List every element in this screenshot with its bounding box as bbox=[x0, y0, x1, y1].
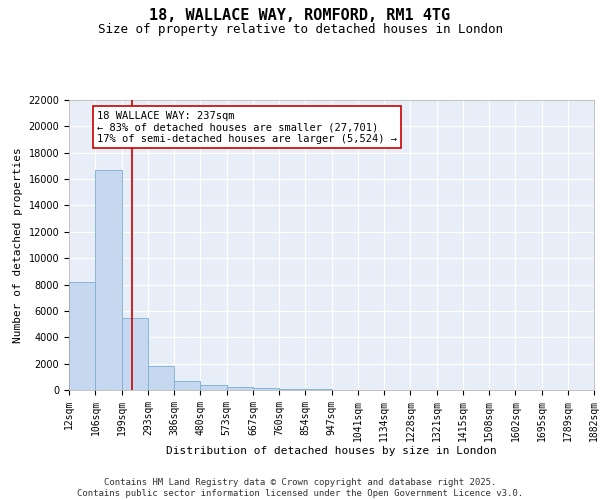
Bar bbox=[148, 366, 174, 390]
Bar bbox=[174, 381, 200, 390]
Bar bbox=[279, 388, 305, 390]
Y-axis label: Number of detached properties: Number of detached properties bbox=[13, 147, 23, 343]
Text: Contains HM Land Registry data © Crown copyright and database right 2025.
Contai: Contains HM Land Registry data © Crown c… bbox=[77, 478, 523, 498]
Bar bbox=[253, 388, 279, 390]
Bar bbox=[95, 170, 121, 390]
Text: 18, WALLACE WAY, ROMFORD, RM1 4TG: 18, WALLACE WAY, ROMFORD, RM1 4TG bbox=[149, 8, 451, 22]
X-axis label: Distribution of detached houses by size in London: Distribution of detached houses by size … bbox=[166, 446, 497, 456]
Bar bbox=[200, 384, 227, 390]
Bar bbox=[69, 282, 95, 390]
Text: 18 WALLACE WAY: 237sqm
← 83% of detached houses are smaller (27,701)
17% of semi: 18 WALLACE WAY: 237sqm ← 83% of detached… bbox=[97, 110, 397, 144]
Text: Size of property relative to detached houses in London: Size of property relative to detached ho… bbox=[97, 22, 503, 36]
Bar bbox=[121, 318, 148, 390]
Bar bbox=[227, 388, 253, 390]
